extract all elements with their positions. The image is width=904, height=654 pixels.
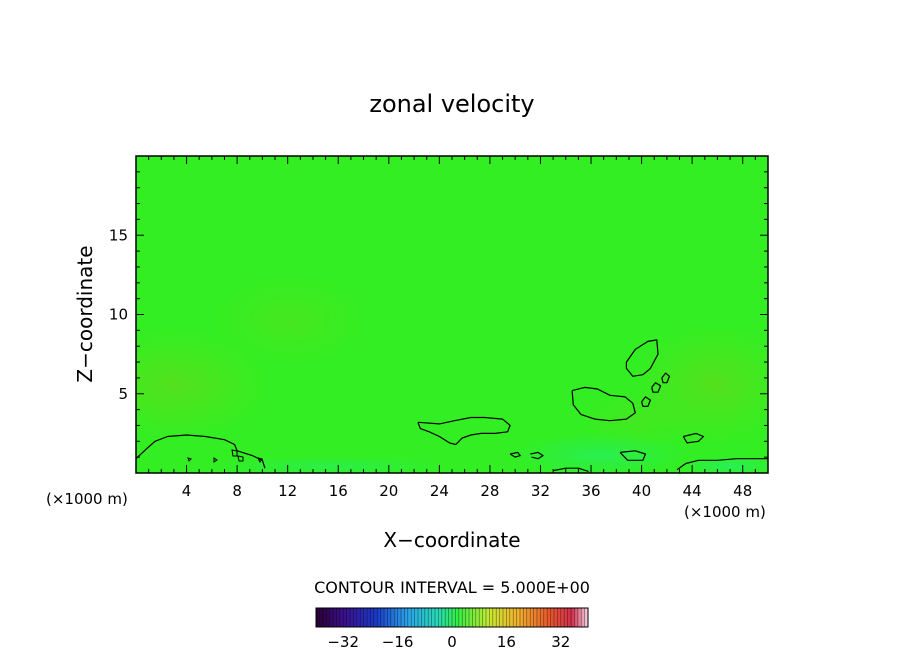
colorbar-ticks: −32 −16 0 16 32 (327, 633, 570, 651)
x-tick-label: 8 (232, 482, 242, 500)
contour-interval-text: CONTOUR INTERVAL = 5.000E+00 (314, 578, 590, 597)
colorbar-tick-label: 0 (447, 633, 457, 651)
x-tick-label: 20 (379, 482, 398, 500)
y-tick-label: 10 (109, 306, 128, 324)
y-tick-label: 5 (118, 385, 128, 403)
x-tick-label: 16 (329, 482, 348, 500)
x-axis-ticks: 4 8 12 16 20 24 28 32 36 40 44 48 (148, 156, 756, 500)
x-tick-label: 48 (733, 482, 752, 500)
x-tick-label: 40 (632, 482, 651, 500)
colorbar-divisions (319, 608, 585, 627)
contour-right-low (676, 458, 768, 471)
contour-mid-right (571, 386, 636, 422)
contour-mid-low (417, 416, 511, 446)
x-tick-label: 24 (430, 482, 449, 500)
colorbar-tick-label: −16 (382, 633, 414, 651)
y-axis-label: Z−coordinate (73, 245, 97, 382)
x-tick-label: 32 (531, 482, 550, 500)
x-unit-right: (×1000 m) (684, 503, 766, 521)
x-tick-label: 36 (581, 482, 600, 500)
y-axis-ticks: 5 10 15 (109, 171, 768, 458)
x-axis-label: X−coordinate (383, 528, 520, 552)
contour-small-2 (619, 450, 646, 461)
x-tick-label: 12 (278, 482, 297, 500)
colorbar-tick-label: −32 (327, 633, 359, 651)
contour-oval-1 (641, 396, 651, 407)
contour-lines (136, 339, 768, 472)
contour-small-3 (530, 451, 544, 460)
colorbar-tick-label: 16 (497, 633, 516, 651)
x-tick-label: 4 (182, 482, 192, 500)
contour-bottom-mid (552, 467, 589, 472)
y-tick-label: 15 (109, 226, 128, 244)
contour-small-4 (509, 451, 521, 458)
colorbar-tick-label: 32 (551, 633, 570, 651)
x-tick-label: 28 (480, 482, 499, 500)
contour-small-1 (682, 432, 705, 444)
x-tick-label: 44 (683, 482, 702, 500)
contour-upper-right (625, 339, 659, 377)
small-contour-dots (187, 449, 263, 463)
x-unit-left: (×1000 m) (46, 490, 128, 508)
chart-title: zonal velocity (369, 90, 534, 118)
contour-oval-3 (661, 372, 670, 384)
contour-oval-2 (651, 382, 662, 393)
contour-left-low (136, 434, 266, 469)
